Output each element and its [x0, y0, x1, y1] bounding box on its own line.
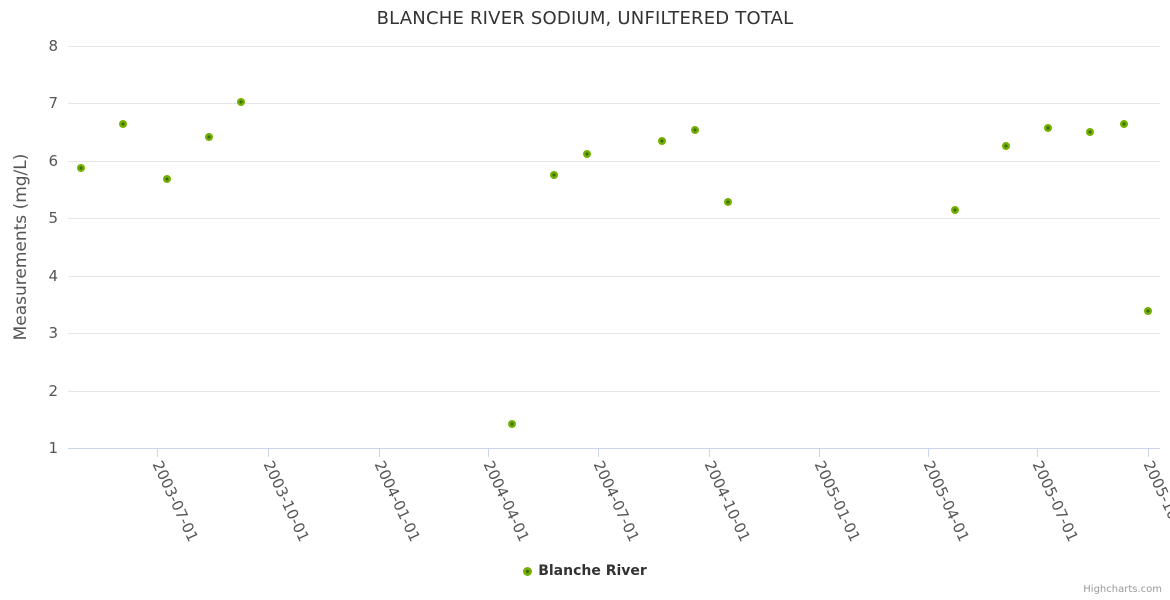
y-tick-label: 8	[48, 37, 58, 55]
y-tick-label: 1	[48, 439, 58, 457]
y-tick-label: 4	[48, 266, 58, 285]
data-point[interactable]	[582, 149, 591, 158]
data-point[interactable]	[204, 132, 213, 141]
x-tick-label: 2003-10-01	[259, 458, 313, 545]
data-point[interactable]	[951, 206, 960, 215]
x-axis-tick	[1147, 448, 1149, 457]
data-point[interactable]	[1086, 128, 1095, 137]
x-axis-tick	[267, 448, 269, 457]
x-axis-tick	[1037, 448, 1039, 457]
data-point[interactable]	[237, 98, 246, 107]
data-point[interactable]	[550, 170, 559, 179]
y-tick-label: 5	[48, 209, 58, 228]
x-tick-label: 2004-07-01	[589, 458, 643, 545]
chart-title: BLANCHE RIVER SODIUM, UNFILTERED TOTAL	[376, 8, 794, 29]
x-axis-tick	[927, 448, 929, 457]
x-tick-label: 2005-04-01	[919, 458, 973, 545]
x-axis-tick	[378, 448, 380, 457]
legend-item[interactable]: Blanche River	[0, 563, 1170, 579]
x-tick-label: 2003-07-01	[148, 458, 202, 545]
highcharts-credit-link[interactable]: Highcharts.com	[1083, 584, 1162, 595]
y-gridline	[68, 390, 1160, 392]
data-point[interactable]	[1119, 120, 1128, 129]
y-tick-label: 3	[48, 324, 58, 343]
x-axis-tick	[819, 448, 821, 457]
data-point[interactable]	[77, 164, 86, 173]
data-point[interactable]	[691, 126, 700, 135]
legend-marker-icon	[523, 566, 533, 576]
y-gridline	[68, 46, 1160, 47]
x-tick-label: 2004-01-01	[370, 458, 424, 545]
y-gridline	[68, 160, 1160, 162]
data-point[interactable]	[723, 198, 732, 207]
data-point[interactable]	[1143, 306, 1152, 315]
x-axis-tick	[488, 448, 490, 457]
y-tick-label: 6	[48, 151, 58, 170]
data-point[interactable]	[162, 175, 171, 184]
data-point[interactable]	[1001, 141, 1010, 150]
x-tick-label: 2004-10-01	[700, 458, 754, 545]
x-tick-label: 2004-04-01	[479, 458, 534, 545]
x-axis-line	[68, 448, 1160, 449]
x-axis-tick	[708, 448, 710, 457]
x-axis-tick	[597, 448, 599, 457]
y-gridline	[68, 103, 1160, 105]
x-tick-label: 2005-07-01	[1028, 458, 1083, 545]
y-gridline	[68, 218, 1160, 220]
data-point[interactable]	[508, 420, 517, 429]
y-tick-label: 7	[48, 94, 58, 113]
data-point[interactable]	[119, 119, 128, 128]
y-tick-label: 2	[48, 381, 58, 400]
x-tick-label: 2005-01-01	[810, 458, 865, 545]
data-point[interactable]	[1044, 124, 1053, 133]
x-axis-tick	[157, 448, 159, 457]
x-tick-label: 2005-10-01	[1139, 458, 1170, 545]
data-point[interactable]	[657, 137, 666, 146]
y-gridline	[68, 275, 1160, 277]
y-gridline	[68, 333, 1160, 335]
legend-series-label: Blanche River	[538, 563, 647, 579]
